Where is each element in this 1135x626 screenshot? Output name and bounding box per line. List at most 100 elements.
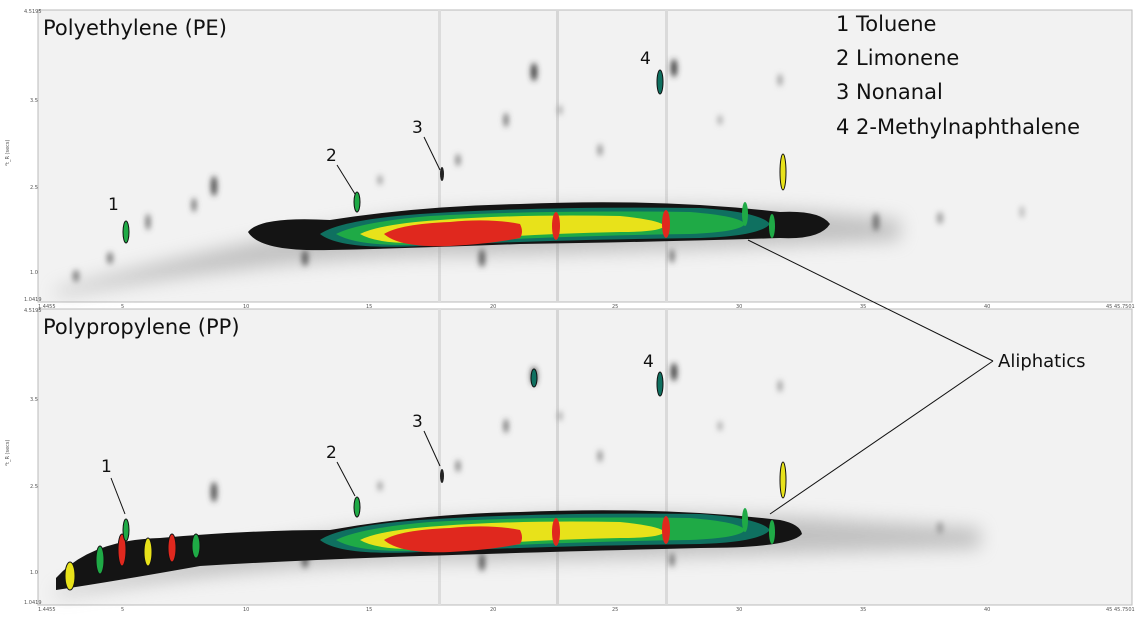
pp-y-tick-label: 3.5 <box>30 397 38 403</box>
pp-peak-annotations: 1 2 3 4 <box>101 352 654 515</box>
pp-x-tick-label: 10 <box>243 607 249 613</box>
pe-band-spike <box>662 210 670 238</box>
pp-spot <box>598 450 602 462</box>
pp-peak-label-1: 1 <box>101 457 112 477</box>
pp-spot <box>937 522 943 534</box>
legend-item-toluene: 1 Toluene <box>836 12 936 36</box>
pp-marked-peaks <box>122 368 787 542</box>
pe-band-spike <box>552 212 560 240</box>
pp-background-streaks <box>438 309 668 605</box>
pp-y-min-label: 1.0419 <box>24 600 42 606</box>
pp-band-spike <box>117 533 127 567</box>
pe-marked-peaks <box>122 69 787 244</box>
pe-x-tick-label: 45 <box>1106 304 1112 310</box>
pp-x-tick-label: 30 <box>736 607 742 613</box>
pp-peak-methylnaphthalene <box>656 371 664 397</box>
pp-y-axis-label: ²t_R (secs) <box>5 439 11 466</box>
pp-peak-label-4: 4 <box>643 352 654 372</box>
pp-peak-leader-1 <box>110 477 126 515</box>
aliphatics-leader-bottom <box>769 360 994 515</box>
pe-spot <box>598 144 602 156</box>
pp-streak <box>438 309 441 605</box>
pp-x-tick-label: 1.4455 <box>38 607 56 613</box>
pe-spot <box>456 154 460 166</box>
pe-y-tick-label: 2.5 <box>30 185 38 191</box>
pe-aliphatic-band <box>248 202 830 251</box>
pp-band-spike <box>742 508 748 532</box>
pe-panel: 4.5195 3.5 2.5 1.0 1.0419 ²t_R (secs) 1.… <box>5 9 1135 310</box>
pe-y-tick-label: 3.5 <box>30 98 38 104</box>
pe-peak-label-4: 4 <box>640 49 651 69</box>
pp-spot <box>504 419 508 433</box>
pp-band-spike <box>143 537 153 567</box>
pp-x-tick-label: 45 <box>1106 607 1112 613</box>
pe-peak-label-1: 1 <box>108 195 119 215</box>
pp-x-tick-labels: 1.4455 5 10 15 20 25 30 35 40 45 45.7501 <box>38 607 1135 613</box>
pe-band-red <box>384 220 522 247</box>
pe-y-min-label: 1.0419 <box>24 297 42 303</box>
pp-scatter-spots <box>211 363 943 571</box>
pe-y-tick-label: 4.5195 <box>24 9 42 15</box>
pp-spot <box>778 380 782 392</box>
pe-spot <box>504 113 508 127</box>
pp-x-tick-label: 20 <box>490 607 496 613</box>
pp-band-spike <box>769 520 775 544</box>
pe-x-tick-labels: 1.4455 5 10 15 20 25 30 35 40 45 45.7501 <box>38 304 1135 310</box>
pe-spot <box>73 270 79 282</box>
pe-spot <box>558 105 562 115</box>
pp-peak-toluene <box>122 518 130 542</box>
pp-spot <box>211 482 217 502</box>
pe-spot <box>718 115 722 125</box>
pp-peak-extra <box>779 461 787 499</box>
pp-y-tick-label: 4.5195 <box>24 308 42 314</box>
pp-x-tick-label: 35 <box>860 607 866 613</box>
pp-band-red <box>384 526 522 553</box>
pe-spot <box>1020 206 1024 218</box>
pe-x-tick-label: 25 <box>612 304 618 310</box>
pe-peak-toluene <box>122 220 130 244</box>
pe-streak <box>556 10 559 302</box>
pe-y-axis-label: ²t_R (secs) <box>5 139 11 166</box>
pe-panel-title: Polyethylene (PE) <box>43 16 227 40</box>
pp-spot <box>718 421 722 431</box>
pe-background-streaks <box>438 10 668 302</box>
pp-peak-label-3: 3 <box>412 412 423 432</box>
pp-band-spike <box>95 545 105 575</box>
pe-spot <box>670 249 674 263</box>
pp-x-tick-label: 25 <box>612 607 618 613</box>
pe-spot <box>873 213 879 231</box>
pe-spot <box>778 74 782 86</box>
pe-x-tick-label: 10 <box>243 304 249 310</box>
pp-spot <box>558 411 562 421</box>
legend-item-methylnaphthalene: 4 2-Methylnaphthalene <box>836 115 1080 139</box>
pp-peak-limonene <box>353 496 361 518</box>
pe-spot <box>146 214 150 230</box>
pp-band-spike <box>191 533 201 559</box>
pe-spot <box>192 198 196 212</box>
pe-peak-nonanal <box>440 167 444 181</box>
aliphatics-label: Aliphatics <box>998 351 1086 372</box>
aliphatics-callout: Aliphatics <box>747 239 1086 515</box>
pp-peak-label-2: 2 <box>326 443 337 463</box>
pp-x-tick-label: 15 <box>366 607 372 613</box>
pp-spot <box>456 460 460 472</box>
pe-y-tick-label: 1.0 <box>30 270 38 276</box>
pe-spot <box>671 59 677 77</box>
pp-band-spike <box>64 561 76 591</box>
pp-peak-leader-3 <box>423 430 441 467</box>
legend-item-nonanal: 3 Nonanal <box>836 80 943 104</box>
pe-x-tick-label: 40 <box>984 304 990 310</box>
pe-x-tick-label: 45.7501 <box>1114 304 1135 310</box>
compound-legend: 1 Toluene 2 Limonene 3 Nonanal 4 2-Methy… <box>836 12 1080 139</box>
pe-peak-label-3: 3 <box>412 118 423 138</box>
pe-band-spike <box>769 214 775 238</box>
pe-spot <box>211 176 217 196</box>
pp-y-tick-label: 2.5 <box>30 484 38 490</box>
pe-peak-methylnaphthalene <box>656 69 664 95</box>
pp-peak-nonanal <box>440 469 444 483</box>
pp-y-tick-label: 1.0 <box>30 570 38 576</box>
pe-x-tick-label: 1.4455 <box>38 304 56 310</box>
pe-x-tick-label: 5 <box>121 304 124 310</box>
pe-spot <box>937 212 943 224</box>
